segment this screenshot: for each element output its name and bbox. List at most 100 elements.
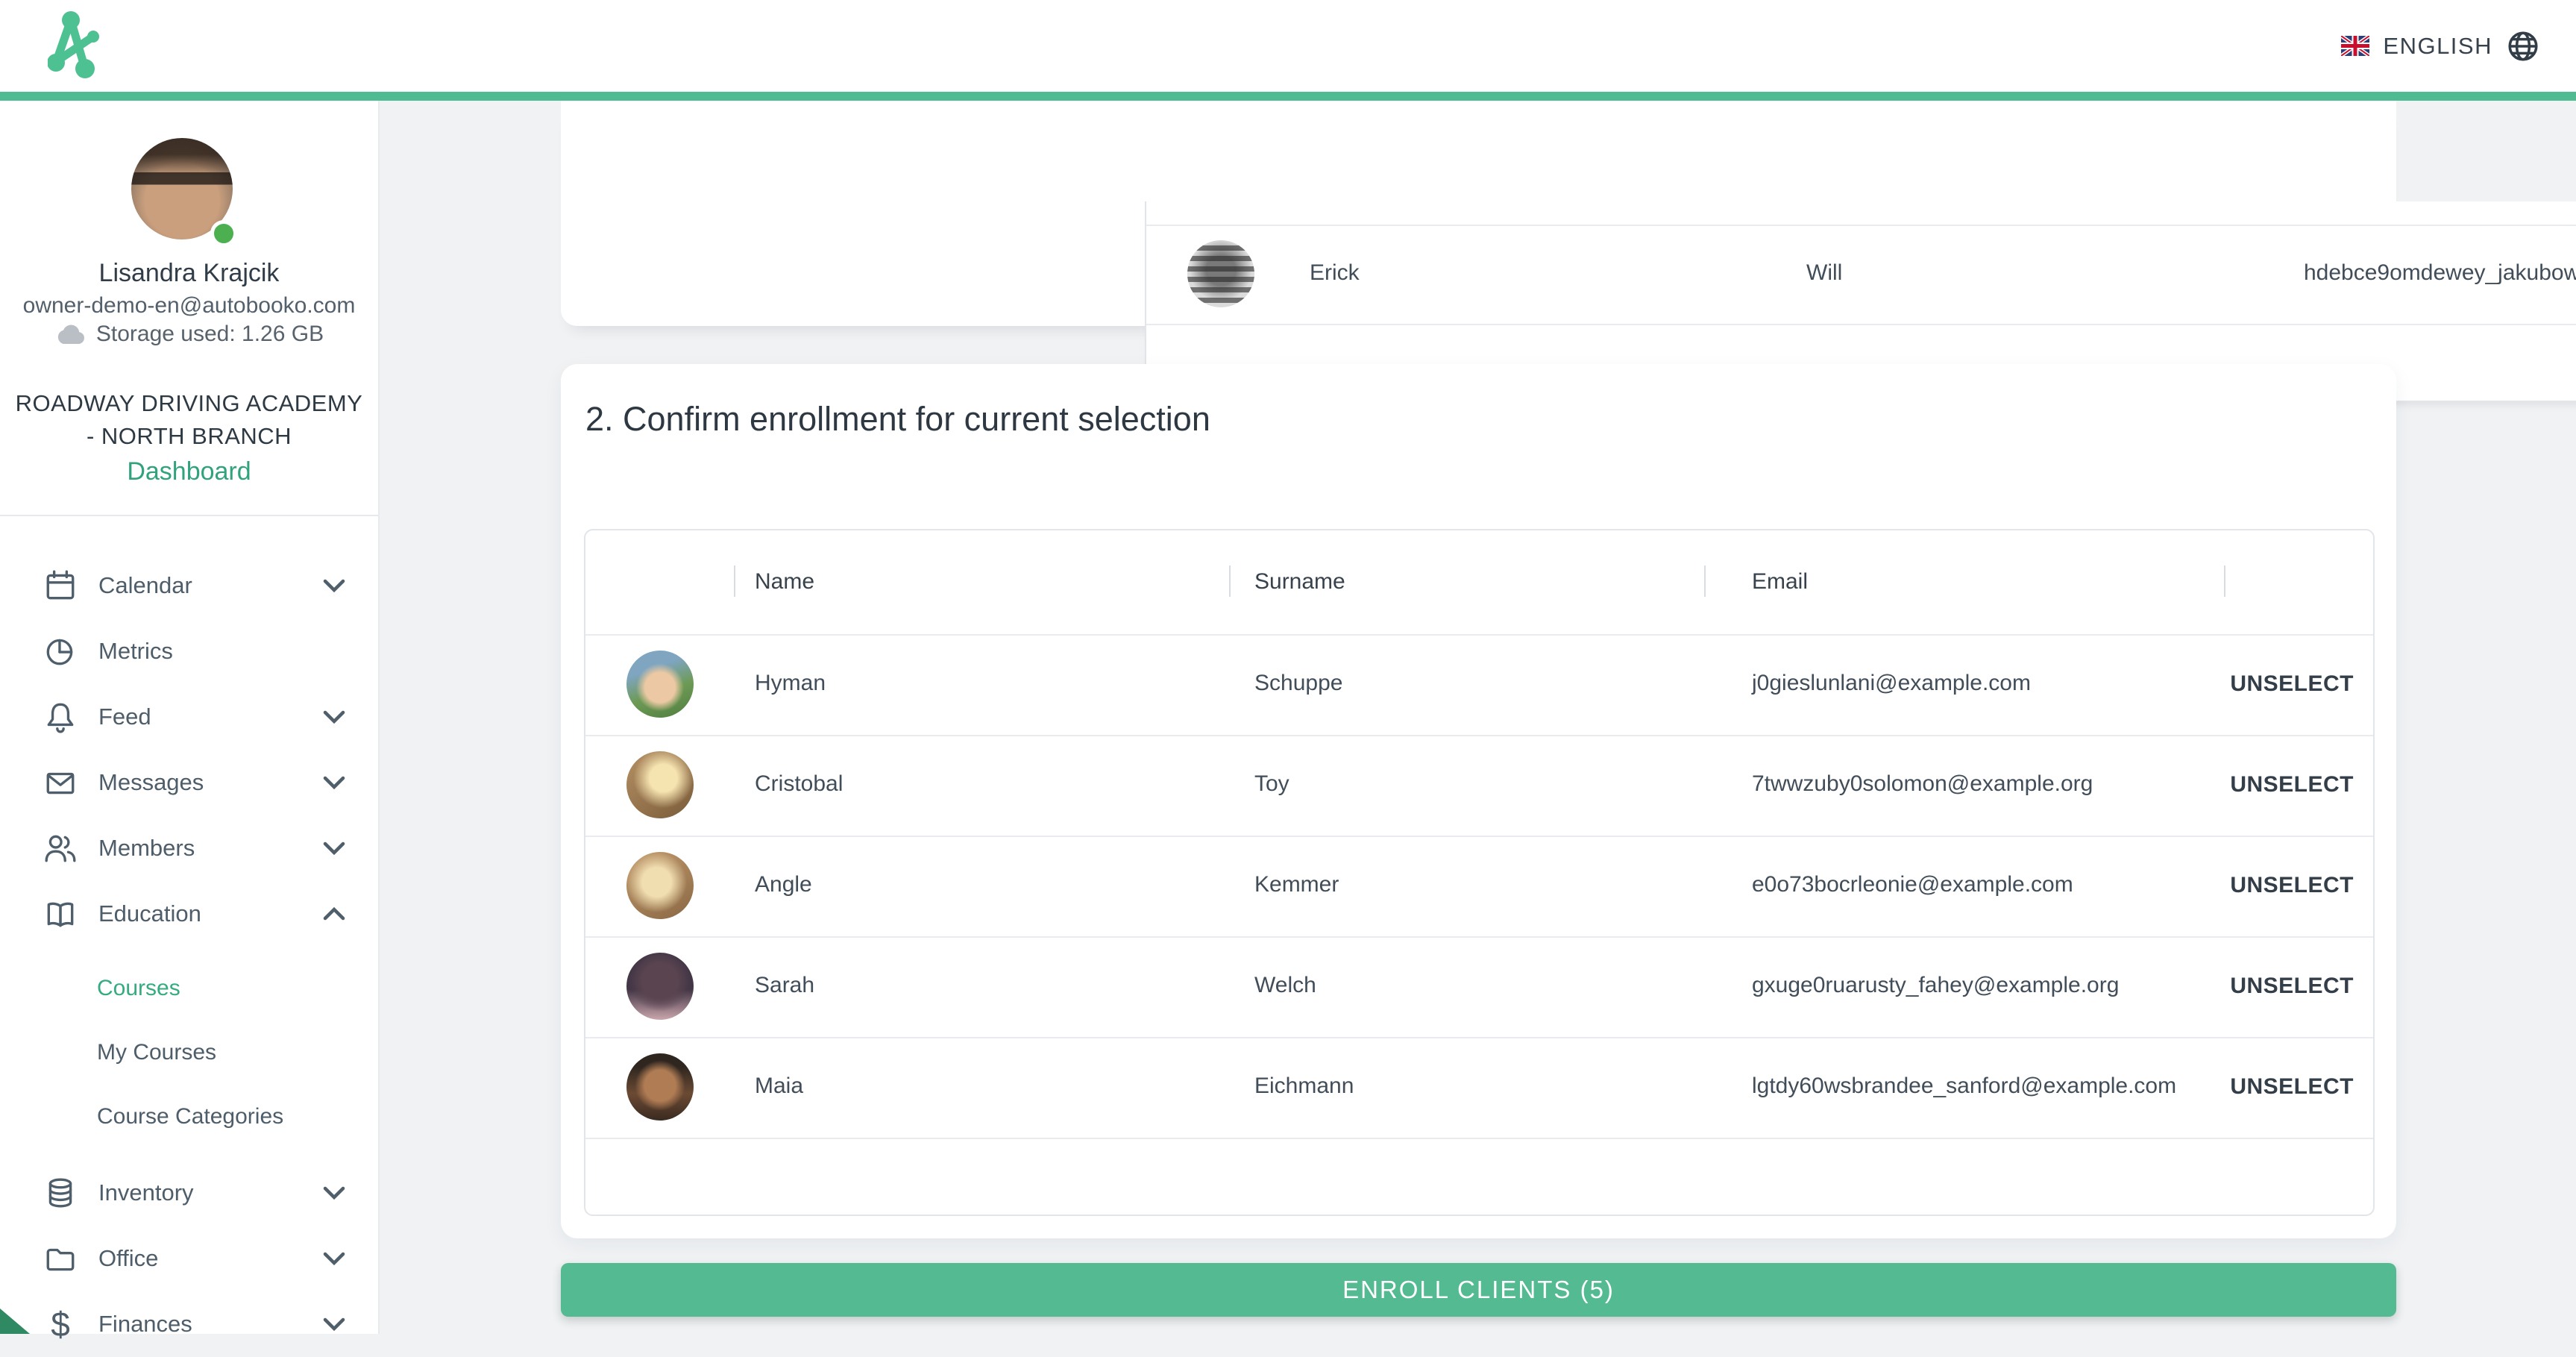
subitem-label: Courses	[97, 976, 180, 1000]
select-clients-panel: Erick Will hdebce9omdewey_jakubowski@exa…	[561, 101, 2576, 402]
avatar	[626, 953, 694, 1020]
chevron-down-icon	[323, 578, 345, 593]
bell-icon	[43, 700, 78, 734]
chevron-down-icon	[323, 1251, 345, 1266]
confirm-enrollment-panel: 2. Confirm enrollment for current select…	[561, 364, 2396, 1238]
database-icon	[43, 1176, 78, 1210]
row-divider	[585, 1138, 2373, 1139]
column-header-name: Name	[755, 569, 815, 594]
unselect-button[interactable]: UNSELECT	[2230, 1074, 2354, 1099]
avatar	[626, 1053, 694, 1121]
section-title: 2. Confirm enrollment for current select…	[585, 400, 1210, 438]
sidebar-item-education[interactable]: Education	[0, 881, 377, 947]
sidebar-item-label: Inventory	[98, 1179, 194, 1206]
cell-surname: Toy	[1254, 771, 1289, 796]
sidebar-item-label: Messages	[98, 769, 204, 795]
column-header-email: Email	[1752, 569, 1809, 594]
sidebar-subitem-courses[interactable]: Courses	[97, 956, 180, 1021]
column-divider	[1704, 565, 1706, 597]
column-header-surname: Surname	[1254, 569, 1345, 594]
academy-name-line1: ROADWAY DRIVING ACADEMY	[15, 390, 363, 416]
cell-name: Sarah	[755, 973, 815, 997]
storage-row: Storage used: 1.26 GB	[0, 322, 378, 347]
book-icon	[43, 897, 78, 931]
header-accent-bar	[0, 92, 2576, 101]
avatar	[626, 751, 694, 818]
cell-name: Hyman	[755, 671, 826, 695]
cell-name: Cristobal	[755, 771, 844, 796]
subitem-label: Course Categories	[97, 1104, 284, 1129]
widget-corner	[0, 1309, 30, 1334]
unselect-button[interactable]: UNSELECT	[2230, 974, 2354, 998]
row-divider	[585, 936, 2373, 938]
user-email: owner-demo-en@autobooko.com	[22, 293, 356, 318]
cell-email: 7twwzuby0solomon@example.org	[1752, 771, 2093, 796]
unselect-button[interactable]: UNSELECT	[2230, 772, 2354, 797]
cell-email: lgtdy60wsbrandee_sanford@example.com	[1752, 1074, 2177, 1098]
cell-surname: Schuppe	[1254, 671, 1343, 695]
globe-icon	[2508, 31, 2538, 61]
autobooko-logo-icon[interactable]	[48, 9, 104, 81]
pie-chart-icon	[43, 634, 78, 668]
column-divider	[734, 565, 735, 597]
uk-flag-icon	[2341, 36, 2370, 56]
cell-name: Erick	[1310, 260, 1360, 285]
chevron-down-icon	[323, 1317, 345, 1332]
row-divider	[585, 735, 2373, 736]
sidebar-item-inventory[interactable]: Inventory	[0, 1160, 377, 1226]
unselect-button[interactable]: UNSELECT	[2230, 671, 2354, 696]
sidebar-item-label: Calendar	[98, 572, 192, 598]
online-status-dot	[210, 220, 237, 247]
sidebar-item-label: Members	[98, 835, 195, 861]
chevron-down-icon	[323, 1185, 345, 1200]
enroll-clients-button[interactable]: ENROLL CLIENTS (5)	[561, 1263, 2396, 1317]
row-divider	[1146, 225, 2576, 226]
folder-icon	[43, 1241, 78, 1276]
sidebar-item-messages[interactable]: Messages	[0, 750, 377, 815]
sidebar-item-metrics[interactable]: Metrics	[0, 618, 377, 684]
sidebar-subitem-course-categories[interactable]: Course Categories	[97, 1084, 283, 1150]
calendar-icon	[43, 568, 78, 603]
academy-name-line2: - NORTH BRANCH	[86, 423, 292, 449]
sidebar-item-label: Metrics	[98, 638, 173, 664]
cloud-icon	[57, 325, 84, 344]
sidebar-subitem-my-courses[interactable]: My Courses	[97, 1020, 216, 1085]
sidebar-item-finances[interactable]: $ Finances	[0, 1291, 377, 1357]
avatar	[1187, 240, 1254, 307]
cell-surname: Kemmer	[1254, 872, 1339, 897]
sidebar-item-members[interactable]: Members	[0, 815, 377, 881]
row-divider	[585, 836, 2373, 837]
column-divider	[2224, 565, 2225, 597]
sidebar-item-label: Education	[98, 900, 201, 927]
sidebar-item-label: Finances	[98, 1311, 192, 1337]
row-divider	[585, 634, 2373, 636]
sidebar-item-label: Feed	[98, 703, 151, 730]
sidebar-item-feed[interactable]: Feed	[0, 684, 377, 750]
row-divider	[1146, 324, 2576, 325]
language-switcher[interactable]: ENGLISH	[2341, 0, 2540, 92]
row-divider	[585, 1037, 2373, 1038]
avatar	[626, 651, 694, 718]
top-header: ENGLISH	[0, 0, 2576, 92]
column-divider	[1229, 565, 1231, 597]
people-icon	[43, 831, 78, 865]
sidebar: Lisandra Krajcik owner-demo-en@autobooko…	[0, 101, 380, 1341]
unselect-button[interactable]: UNSELECT	[2230, 873, 2354, 897]
chevron-down-icon	[323, 841, 345, 856]
cell-surname: Will	[1806, 260, 1843, 285]
cell-surname: Welch	[1254, 973, 1316, 997]
sidebar-item-calendar[interactable]: Calendar	[0, 553, 377, 618]
dashboard-link[interactable]: Dashboard	[127, 457, 251, 486]
dollar-icon: $	[51, 1305, 70, 1344]
mail-icon	[43, 765, 78, 800]
sidebar-item-label: Office	[98, 1245, 159, 1271]
chevron-down-icon	[323, 709, 345, 724]
cell-email: gxuge0ruarusty_fahey@example.org	[1752, 973, 2120, 997]
cell-surname: Eichmann	[1254, 1074, 1354, 1098]
cell-name: Maia	[755, 1074, 804, 1098]
sidebar-item-office[interactable]: Office	[0, 1226, 377, 1291]
chevron-down-icon	[323, 775, 345, 790]
subitem-label: My Courses	[97, 1040, 217, 1065]
cell-email: hdebce9omdewey_jakubowski@example.org	[2304, 260, 2576, 285]
chevron-up-icon	[323, 906, 345, 921]
